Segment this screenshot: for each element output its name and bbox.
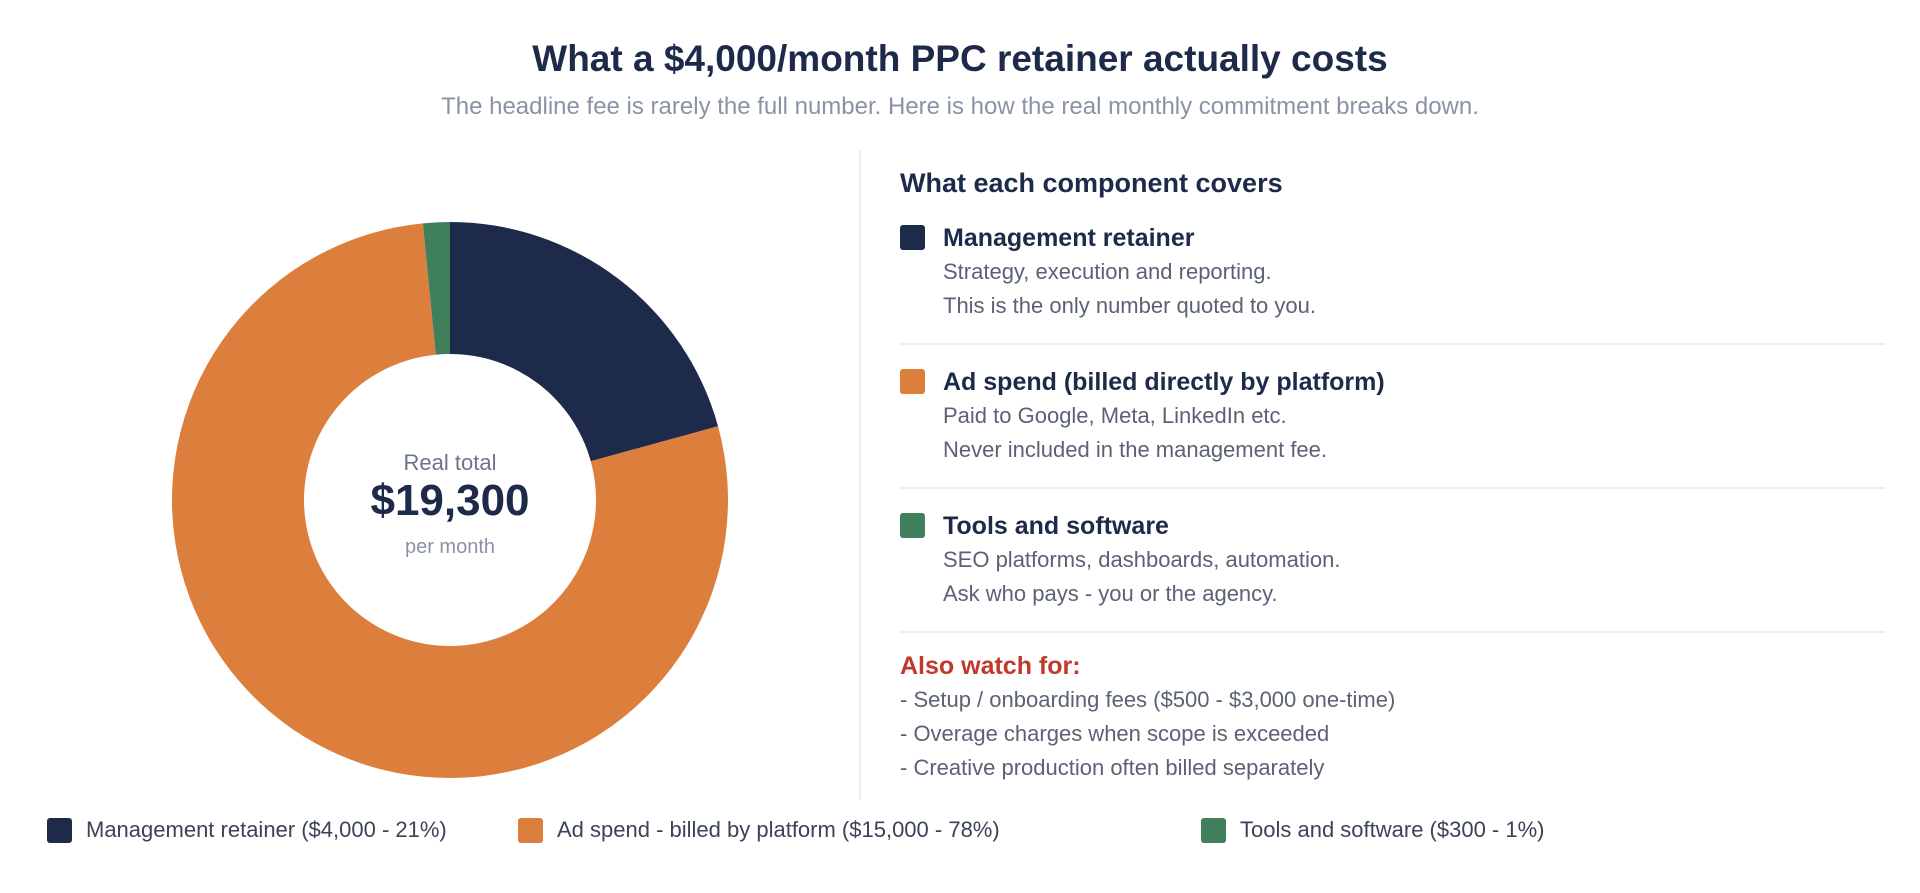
- component-swatch: [900, 369, 925, 394]
- legend-label: Ad spend - billed by platform ($15,000 -…: [557, 817, 1000, 842]
- component-swatch: [900, 225, 925, 250]
- watch-item: - Creative production often billed separ…: [900, 755, 1325, 780]
- chart-title: What a $4,000/month PPC retainer actuall…: [532, 38, 1388, 79]
- legend-swatch: [1201, 817, 1226, 843]
- legend-item-management-retainer: Management retainer ($4,000 - 21%): [47, 817, 447, 843]
- chart-subtitle: The headline fee is rarely the full numb…: [441, 93, 1479, 120]
- legend-label: Management retainer ($4,000 - 21%): [86, 817, 447, 842]
- legend-swatch: [47, 817, 72, 843]
- slice-management-retainer: [450, 222, 719, 462]
- legend-swatch: [518, 817, 543, 843]
- legend-item-ad-spend: Ad spend - billed by platform ($15,000 -…: [518, 817, 1000, 843]
- watch-item: - Setup / onboarding fees ($500 - $3,000…: [900, 687, 1396, 712]
- panel-heading: What each component covers: [900, 168, 1283, 198]
- watch-heading: Also watch for:: [900, 652, 1081, 680]
- component-description: This is the only number quoted to you.: [943, 293, 1316, 318]
- slice-tools-software: [422, 222, 450, 355]
- center-total-value: $19,300: [370, 476, 530, 525]
- component-management-retainer: Management retainer Strategy, execution …: [900, 221, 1885, 345]
- component-description: Never included in the management fee.: [943, 437, 1328, 462]
- component-description: Ask who pays - you or the agency.: [943, 581, 1278, 606]
- component-description: SEO platforms, dashboards, automation.: [943, 547, 1341, 572]
- component-swatch: [900, 513, 925, 538]
- slice-ad-spend: [171, 223, 728, 778]
- legend-label: Tools and software ($300 - 1%): [1240, 817, 1545, 842]
- watch-item: - Overage charges when scope is exceeded: [900, 721, 1330, 746]
- component-title: Ad spend (billed directly by platform): [943, 368, 1385, 396]
- legend-item-tools-software: Tools and software ($300 - 1%): [1201, 817, 1545, 843]
- component-panel: What each component covers Management re…: [900, 168, 1885, 785]
- component-ad-spend: Ad spend (billed directly by platform) P…: [900, 365, 1885, 489]
- component-description: Paid to Google, Meta, LinkedIn etc.: [943, 403, 1287, 428]
- center-total-period: per month: [404, 536, 496, 558]
- donut-chart: [171, 222, 728, 778]
- component-tools-software: Tools and software SEO platforms, dashbo…: [900, 509, 1885, 633]
- component-description: Strategy, execution and reporting.: [943, 259, 1272, 284]
- component-title: Management retainer: [943, 224, 1195, 252]
- component-title: Tools and software: [943, 512, 1169, 540]
- vertical-divider: [859, 150, 861, 800]
- center-total-label: Real total: [403, 450, 497, 475]
